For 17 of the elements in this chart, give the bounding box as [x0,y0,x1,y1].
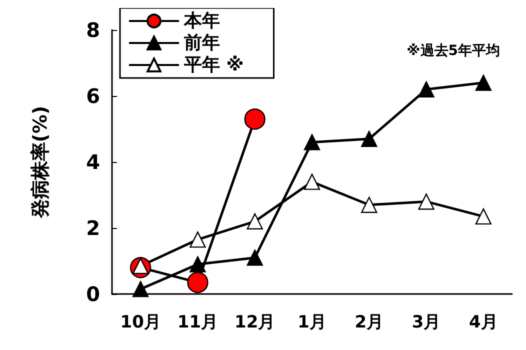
y-tick-label: 2 [86,216,100,240]
x-tick-label: 12月 [234,312,276,332]
x-tick-label: 11月 [177,312,218,332]
y-tick-label: 0 [86,282,100,306]
x-tick-label: 4月 [469,312,498,332]
x-tick-label: 10月 [120,312,161,332]
x-tick-label: 2月 [354,312,384,332]
y-tick-label: 6 [86,84,100,108]
legend-label: 前年 [183,32,220,54]
y-tick-label: 8 [86,18,100,42]
y-tick-label: 4 [86,150,100,174]
legend-label: 本年 [183,10,220,32]
annotation: ※過去5年平均 [406,43,500,59]
legend-label: 平年 ※ [183,54,244,76]
x-tick-label: 1月 [298,312,326,332]
y-axis-title: 発病株率(%) [30,106,52,220]
x-tick-label: 3月 [412,312,441,332]
